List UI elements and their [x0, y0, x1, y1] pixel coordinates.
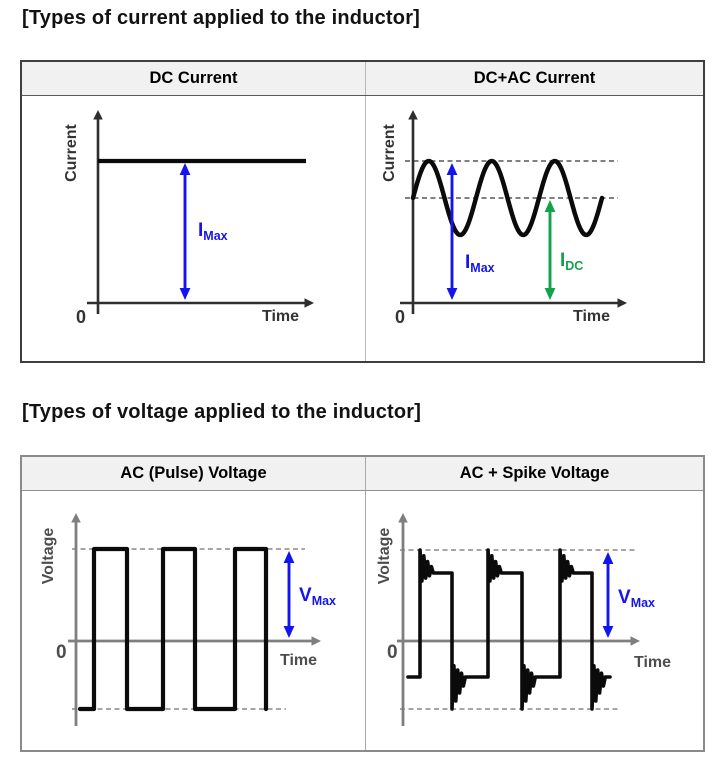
origin-label: 0 — [56, 642, 67, 663]
y-axis-label: Current — [381, 124, 398, 182]
imax-symbol: I — [198, 220, 204, 241]
dc-current-plot — [87, 110, 314, 314]
ac-pulse-voltage-plot — [68, 513, 321, 726]
column-header-ac-spike-voltage: AC + Spike Voltage — [365, 457, 703, 490]
vmax-symbol: V — [299, 585, 312, 606]
current-types-table: DC Current DC+AC Current Current 0 Time … — [20, 60, 705, 363]
dc-current-cell: Current 0 Time IMax — [22, 96, 365, 361]
section-title-current: [Types of current applied to the inducto… — [22, 7, 421, 29]
section-title-voltage: [Types of voltage applied to the inducto… — [22, 401, 422, 423]
y-axis-label: Voltage — [40, 527, 57, 585]
ac-pulse-voltage-cell: Voltage 0 Time VMax — [22, 491, 365, 750]
column-header-ac-pulse-voltage: AC (Pulse) Voltage — [120, 464, 267, 482]
current-table-header-row: DC Current DC+AC Current — [22, 62, 703, 96]
ac-spike-voltage-plot — [397, 513, 640, 726]
vmax-symbol: V — [618, 587, 631, 608]
x-axis-label: Time — [262, 308, 300, 325]
imax-symbol: I — [465, 252, 471, 273]
idc-subscript: DC — [565, 259, 584, 273]
x-axis-label: Time — [573, 308, 611, 325]
vmax-subscript: Max — [630, 596, 656, 610]
voltage-table-header-row: AC (Pulse) Voltage AC + Spike Voltage — [22, 457, 703, 491]
y-axis-label: Current — [63, 124, 80, 182]
imax-subscript: Max — [203, 229, 228, 243]
x-axis-label: Time — [280, 652, 318, 669]
origin-label: 0 — [387, 642, 398, 663]
voltage-types-table: AC (Pulse) Voltage AC + Spike Voltage Vo… — [20, 455, 705, 752]
ac-spike-voltage-cell: Voltage 0 Time VMax — [365, 491, 703, 750]
origin-label: 0 — [76, 307, 87, 327]
x-axis-label: Time — [634, 654, 672, 671]
vmax-annotation: VMax — [618, 588, 655, 610]
vmax-subscript: Max — [311, 594, 337, 608]
column-header-dc-ac-current: DC+AC Current — [365, 62, 703, 95]
idc-annotation: IDC — [560, 251, 583, 273]
dc-ac-current-cell: Current 0 Time IMax IDC — [365, 96, 703, 361]
imax-subscript: Max — [470, 261, 495, 275]
imax-annotation: IMax — [465, 253, 495, 275]
vmax-annotation: VMax — [299, 586, 336, 608]
y-axis-label: Voltage — [376, 527, 393, 585]
voltage-table-body-row: Voltage 0 Time VMax Voltage 0 Time VMax — [22, 491, 703, 750]
dc-ac-current-plot — [400, 110, 627, 314]
imax-annotation: IMax — [198, 221, 228, 243]
idc-symbol: I — [560, 250, 566, 271]
column-header-dc-current: DC Current — [149, 69, 238, 87]
current-table-body-row: Current 0 Time IMax Current 0 Time IMax … — [22, 96, 703, 361]
origin-label: 0 — [395, 307, 406, 327]
